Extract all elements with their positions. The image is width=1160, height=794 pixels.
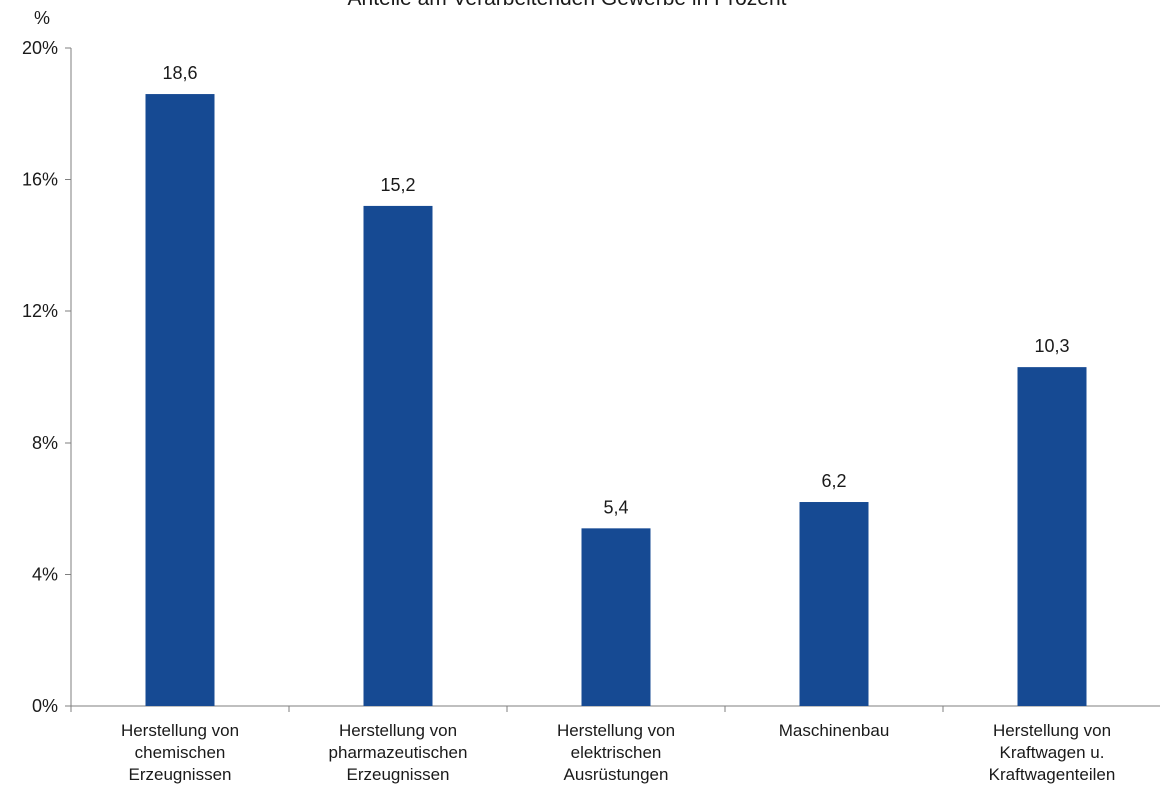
y-axis-unit-label: %: [34, 8, 50, 28]
x-category-label-line: Herstellung von: [339, 721, 457, 740]
x-category-label-line: elektrischen: [571, 743, 662, 762]
data-label: 6,2: [821, 471, 846, 491]
plot-area: 0% 4% 8% 12% 16% 20% 18,6 Herstellung von chemis…: [22, 38, 1160, 784]
bar: [363, 205, 433, 707]
chart-title: Anteile am Verarbeitenden Gewerbe in Pro…: [348, 0, 787, 10]
x-category-label-line: Ausrüstungen: [564, 765, 669, 784]
data-label: 10,3: [1034, 336, 1069, 356]
x-category-label-line: Kraftwagenteilen: [989, 765, 1116, 784]
data-label: 18,6: [162, 63, 197, 83]
y-tick-label: 12%: [22, 301, 58, 321]
y-tick-label: 8%: [32, 433, 58, 453]
data-label: 15,2: [380, 175, 415, 195]
x-category-label: Herstellung von chemischen Erzeugnissen: [121, 721, 239, 784]
bar: [581, 528, 651, 706]
x-category-label-line: Erzeugnissen: [346, 765, 449, 784]
x-category-label: Herstellung von pharmazeutischen Erzeugnis…: [329, 721, 468, 784]
x-category-label: Herstellung von elektrischen Ausrüstungen: [557, 721, 675, 784]
x-category-label-line: Herstellung von: [121, 721, 239, 740]
x-category-label-line: Maschinenbau: [779, 721, 890, 740]
x-category-label: Maschinenbau: [779, 721, 890, 740]
data-label: 5,4: [603, 497, 628, 517]
bar: [145, 94, 215, 706]
y-tick-label: 20%: [22, 38, 58, 58]
x-category-label: Herstellung von Kraftwagen u. Kraftwagente…: [989, 721, 1116, 784]
x-category-label-line: Herstellung von: [557, 721, 675, 740]
y-tick-label: 16%: [22, 170, 58, 190]
x-category-label-line: chemischen: [135, 743, 226, 762]
y-tick-label: 0%: [32, 696, 58, 716]
x-category-label-line: pharmazeutischen: [329, 743, 468, 762]
x-category-label-line: Erzeugnissen: [128, 765, 231, 784]
y-tick-label: 4%: [32, 564, 58, 584]
bar: [799, 502, 869, 706]
bar: [1017, 367, 1087, 706]
x-category-label-line: Kraftwagen u.: [1000, 743, 1105, 762]
x-category-label-line: Herstellung von: [993, 721, 1111, 740]
